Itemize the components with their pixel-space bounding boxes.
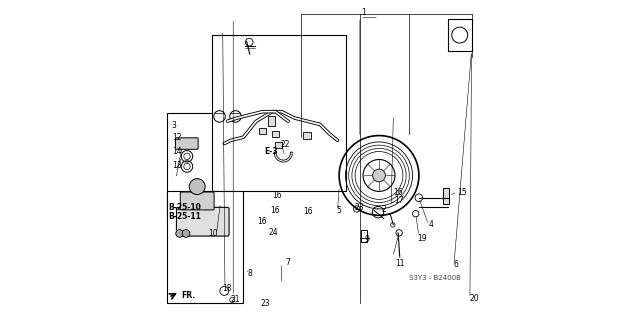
Text: 23: 23 <box>260 299 269 308</box>
Text: 24: 24 <box>268 228 278 237</box>
Bar <box>275 142 282 148</box>
Circle shape <box>176 230 184 237</box>
Bar <box>303 132 311 139</box>
Text: 10: 10 <box>209 229 218 238</box>
Bar <box>259 128 266 134</box>
Bar <box>268 116 275 126</box>
Text: FR.: FR. <box>181 291 195 300</box>
Text: 15: 15 <box>457 188 467 197</box>
Text: 16: 16 <box>272 191 282 200</box>
Bar <box>167 191 243 303</box>
Bar <box>167 113 213 219</box>
FancyBboxPatch shape <box>177 207 229 236</box>
Text: 23: 23 <box>354 204 364 212</box>
Text: 1: 1 <box>361 8 365 17</box>
Text: 17: 17 <box>394 197 404 205</box>
Bar <box>271 131 279 137</box>
Text: 18: 18 <box>221 284 231 293</box>
Bar <box>443 188 449 204</box>
Bar <box>212 35 346 191</box>
Text: 16: 16 <box>303 207 313 216</box>
Bar <box>447 19 472 51</box>
Bar <box>361 230 367 242</box>
Text: 16: 16 <box>394 189 403 197</box>
Text: 6: 6 <box>453 260 458 269</box>
Circle shape <box>372 169 385 182</box>
Text: 9: 9 <box>364 235 369 244</box>
Text: 16: 16 <box>270 206 280 215</box>
Text: 12: 12 <box>173 133 182 142</box>
Circle shape <box>182 230 190 237</box>
Text: E-3: E-3 <box>264 147 278 156</box>
Text: 2: 2 <box>381 205 386 214</box>
Text: 11: 11 <box>395 259 404 268</box>
Circle shape <box>189 179 205 195</box>
Text: B-25-10: B-25-10 <box>168 204 202 212</box>
Text: 20: 20 <box>469 294 479 303</box>
Text: 8: 8 <box>247 269 252 278</box>
Text: B-25-11: B-25-11 <box>168 212 202 221</box>
Text: 14: 14 <box>173 147 182 156</box>
Text: 21: 21 <box>230 295 240 304</box>
Text: 7: 7 <box>285 258 290 267</box>
Text: 4: 4 <box>429 220 434 229</box>
Text: 19: 19 <box>417 234 427 243</box>
Text: 5: 5 <box>337 206 342 215</box>
Text: 13: 13 <box>173 161 182 170</box>
FancyBboxPatch shape <box>180 192 214 210</box>
Text: 22: 22 <box>280 140 290 149</box>
Text: S3Y3 - B2400B: S3Y3 - B2400B <box>410 275 461 281</box>
Text: 16: 16 <box>257 217 266 226</box>
FancyBboxPatch shape <box>175 138 198 149</box>
Text: 3: 3 <box>171 121 176 130</box>
